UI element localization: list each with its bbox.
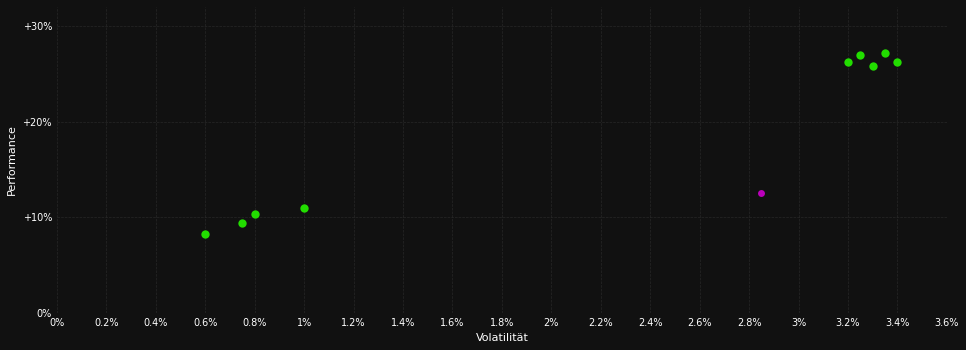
X-axis label: Volatilität: Volatilität	[475, 333, 528, 343]
Y-axis label: Performance: Performance	[7, 124, 17, 195]
